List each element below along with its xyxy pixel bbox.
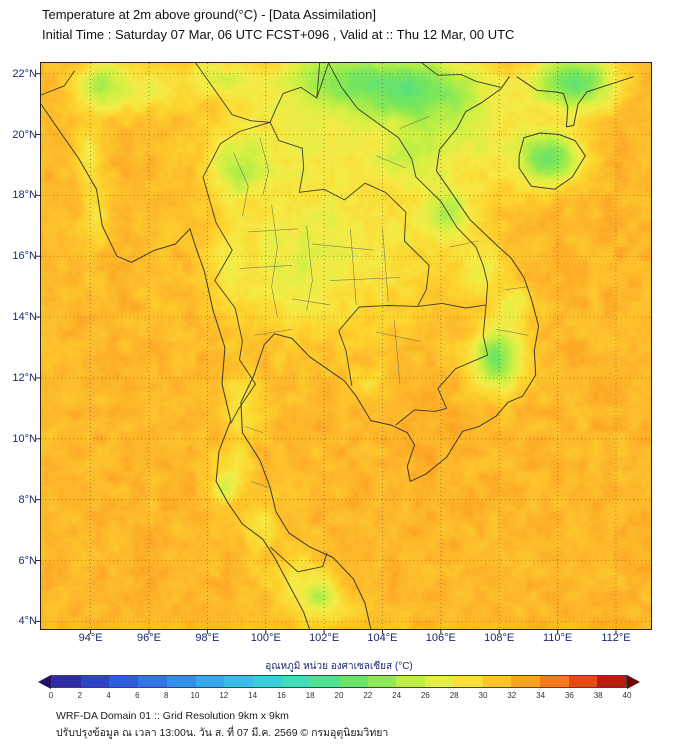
footer-block: WRF-DA Domain 01 :: Grid Resolution 9km … xyxy=(56,708,388,742)
country-borders xyxy=(40,62,501,573)
lat-tick-label: 8°N xyxy=(18,493,37,506)
colorbar-tick-label: 2 xyxy=(77,691,83,700)
province-borders xyxy=(233,116,529,488)
colorbar-tick-label: 12 xyxy=(219,691,229,700)
colorbar-tick-label: 38 xyxy=(593,691,603,700)
colorbar-tick-label: 10 xyxy=(190,691,200,700)
lat-tick-label: 18°N xyxy=(12,189,37,202)
footer-domain-info: WRF-DA Domain 01 :: Grid Resolution 9km … xyxy=(56,710,289,722)
footer-update-info: ปรับปรุงข้อมูล ณ เวลา 13:00น. วัน ส. ที่… xyxy=(56,727,389,739)
lon-tick-label: 104°E xyxy=(367,632,398,644)
lon-tick-label: 110°E xyxy=(542,632,573,644)
lat-tick-label: 10°N xyxy=(12,432,37,445)
temperature-field-canvas xyxy=(41,63,651,629)
lon-tick-label: 94°E xyxy=(78,632,103,644)
colorbar-segment xyxy=(52,676,81,687)
colorbar-tick-label: 24 xyxy=(392,691,402,700)
colorbar-title: อุณหภูมิ หน่วย องศาเซลเซียส (°C) xyxy=(265,661,413,672)
colorbar-segment xyxy=(310,676,340,687)
colorbar-segment xyxy=(195,676,225,687)
map-overlay xyxy=(36,62,651,634)
lat-tick-label: 22°N xyxy=(12,67,37,80)
colorbar-segment xyxy=(425,676,454,687)
lon-tick-label: 108°E xyxy=(484,632,515,644)
coastlines xyxy=(40,76,634,630)
colorbar-segment xyxy=(511,676,540,687)
colorbar-segment xyxy=(482,676,512,687)
colorbar-segment xyxy=(539,676,569,687)
colorbar-tick-label: 16 xyxy=(276,691,286,700)
colorbar-tick-label: 20 xyxy=(334,691,344,700)
colorbar-tick-label: 40 xyxy=(622,691,632,700)
lat-tick-label: 6°N xyxy=(18,554,37,567)
gridlines xyxy=(41,63,651,629)
colorbar-left-arrow xyxy=(38,675,51,689)
title-block: Temperature at 2m above ground(°C) - [Da… xyxy=(42,5,514,45)
colorbar xyxy=(38,675,640,689)
lon-tick-label: 106°E xyxy=(425,632,456,644)
lat-tick-label: 4°N xyxy=(18,615,37,628)
colorbar-segment xyxy=(166,676,196,687)
colorbar-segment xyxy=(252,676,282,687)
colorbar-segments xyxy=(51,675,627,688)
colorbar-segment xyxy=(224,676,253,687)
lat-tick-label: 12°N xyxy=(12,371,37,384)
colorbar-segment xyxy=(80,676,110,687)
map-plot: 22°N 20°N 18°N 16°N 14°N 12°N 10°N 8°N 6°N 4°N 94°… xyxy=(12,62,652,644)
colorbar-segment xyxy=(109,676,139,687)
axis-tick-marks xyxy=(36,73,617,634)
lat-tick-label: 16°N xyxy=(12,250,37,263)
lon-tick-label: 100°E xyxy=(250,632,281,644)
lon-tick-label: 98°E xyxy=(195,632,220,644)
lat-tick-label: 14°N xyxy=(12,311,37,324)
colorbar-tick-labels: 0 2 4 6 8 10 12 14 16 18 20 22 24 26 28 30 32 34 36 38 40 xyxy=(38,691,640,703)
colorbar-segment xyxy=(281,676,311,687)
colorbar-segment xyxy=(367,676,397,687)
colorbar-tick-label: 32 xyxy=(507,691,517,700)
colorbar-tick-label: 36 xyxy=(564,691,574,700)
colorbar-segment xyxy=(568,676,598,687)
colorbar-tick-label: 0 xyxy=(48,691,54,700)
colorbar-tick-label: 26 xyxy=(420,691,430,700)
colorbar-segment xyxy=(138,676,167,687)
colorbar-segment xyxy=(453,676,483,687)
map-subtitle: Initial Time : Saturday 07 Mar, 06 UTC F… xyxy=(42,27,515,42)
colorbar-tick-label: 8 xyxy=(163,691,169,700)
colorbar-right-arrow xyxy=(627,675,640,689)
colorbar-tick-label: 6 xyxy=(135,691,140,700)
colorbar-segment xyxy=(597,676,627,687)
lon-tick-label: 96°E xyxy=(136,632,161,644)
colorbar-segment xyxy=(396,676,426,687)
colorbar-tick-label: 18 xyxy=(305,691,315,700)
colorbar-tick-label: 30 xyxy=(478,691,488,700)
lon-tick-label: 112°E xyxy=(601,632,631,644)
colorbar-tick-label: 34 xyxy=(536,691,546,700)
colorbar-segment xyxy=(339,676,368,687)
colorbar-tick-label: 4 xyxy=(106,691,111,700)
lat-tick-label: 20°N xyxy=(12,128,37,141)
colorbar-tick-label: 14 xyxy=(248,691,258,700)
colorbar-tick-label: 28 xyxy=(449,691,459,700)
colorbar-tick-label: 22 xyxy=(363,691,373,700)
map-title: Temperature at 2m above ground(°C) - [Da… xyxy=(42,7,376,22)
lon-tick-label: 102°E xyxy=(309,632,340,644)
